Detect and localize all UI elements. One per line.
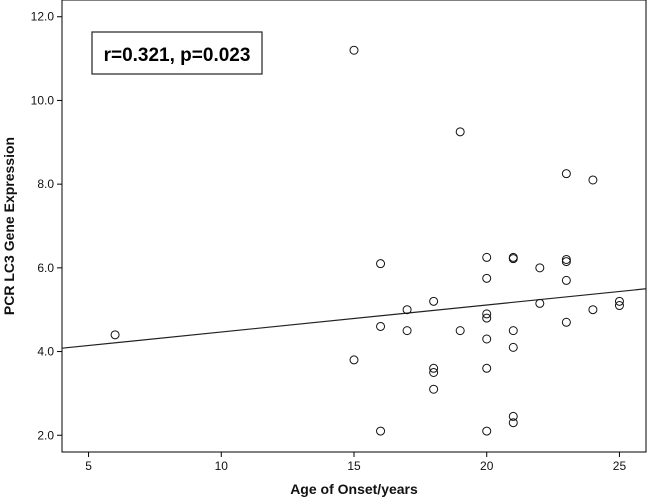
data-point — [535, 263, 545, 273]
x-tick-label: 15 — [347, 459, 361, 473]
data-point — [402, 305, 412, 315]
data-point — [561, 169, 571, 179]
data-point — [561, 275, 571, 285]
axis-ticks: 5 10 15 20 25 2.0 4.0 6.0 8.0 10.0 12.0 — [31, 10, 627, 473]
x-tick-label: 10 — [215, 459, 229, 473]
data-point — [482, 252, 492, 262]
plot-area — [61, 0, 647, 453]
data-point — [429, 367, 439, 377]
data-point — [482, 273, 492, 283]
fit-line-group — [61, 288, 647, 349]
data-point — [482, 334, 492, 344]
data-point — [376, 426, 386, 436]
data-point — [561, 317, 571, 327]
data-point — [429, 384, 439, 394]
y-tick-label: 4.0 — [37, 345, 54, 359]
annotation-box — [91, 31, 263, 75]
data-point — [349, 355, 359, 365]
data-point — [402, 326, 412, 336]
data-point — [482, 363, 492, 373]
data-point — [455, 127, 465, 137]
data-point — [508, 254, 518, 264]
x-axis-label: Age of Onset/years — [290, 481, 418, 497]
data-point — [508, 342, 518, 352]
data-point — [376, 321, 386, 331]
data-point — [110, 330, 120, 340]
data-point — [455, 326, 465, 336]
data-point — [508, 418, 518, 428]
data-point — [349, 45, 359, 55]
data-point — [508, 326, 518, 336]
data-point — [614, 301, 624, 311]
y-tick-label: 12.0 — [31, 10, 55, 24]
x-tick-label: 25 — [613, 459, 627, 473]
data-point — [482, 309, 492, 319]
annotation-text: r=0.321, p=0.023 — [104, 45, 251, 66]
data-point — [535, 298, 545, 308]
y-tick-label: 6.0 — [37, 261, 54, 275]
data-point — [482, 426, 492, 436]
data-point — [588, 175, 598, 185]
y-tick-label: 2.0 — [37, 428, 54, 442]
y-axis-label: PCR LC3 Gene Expression — [1, 137, 17, 315]
data-point — [429, 363, 439, 373]
data-point — [561, 254, 571, 264]
x-tick-label: 20 — [480, 459, 494, 473]
x-tick-label: 5 — [85, 459, 92, 473]
data-point — [588, 305, 598, 315]
data-point — [561, 257, 571, 267]
data-point — [482, 313, 492, 323]
data-points — [110, 45, 624, 436]
data-point — [429, 296, 439, 306]
fit-line — [61, 288, 647, 349]
data-point — [508, 411, 518, 421]
data-point — [376, 259, 386, 269]
y-tick-label: 10.0 — [31, 93, 55, 107]
y-tick-label: 8.0 — [37, 177, 54, 191]
data-point — [614, 296, 624, 306]
